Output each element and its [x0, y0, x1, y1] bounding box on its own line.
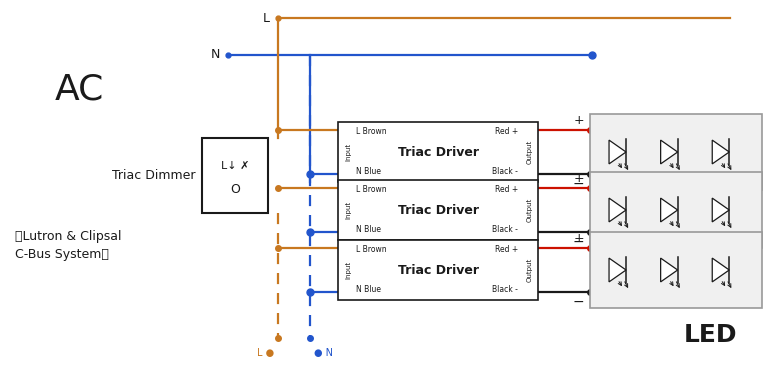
Text: Output: Output	[527, 258, 533, 282]
Text: −: −	[573, 295, 584, 309]
Text: Red +: Red +	[495, 185, 518, 195]
Bar	[338, 180, 538, 240]
Polygon shape	[609, 140, 626, 164]
Text: Black -: Black -	[492, 167, 518, 177]
Text: +: +	[573, 232, 584, 245]
Polygon shape	[712, 258, 729, 282]
Text: Output: Output	[527, 198, 533, 222]
Bar	[202, 138, 268, 213]
Text: Triac Driver: Triac Driver	[398, 203, 478, 217]
Text: Red +: Red +	[495, 127, 518, 137]
Polygon shape	[661, 140, 678, 164]
Text: （Lutron & Clipsal
C-Bus System）: （Lutron & Clipsal C-Bus System）	[15, 230, 122, 261]
Polygon shape	[661, 258, 678, 282]
Text: N Blue: N Blue	[356, 286, 381, 294]
Text: L ●: L ●	[257, 348, 274, 358]
Text: Triac Driver: Triac Driver	[398, 264, 478, 276]
Bar	[590, 232, 762, 308]
Text: ● N: ● N	[314, 348, 333, 358]
Text: L Brown: L Brown	[356, 185, 387, 195]
Text: +: +	[573, 172, 584, 185]
Text: Triac Dimmer: Triac Dimmer	[112, 169, 196, 182]
Text: −: −	[573, 177, 584, 191]
Text: L: L	[263, 11, 270, 25]
Text: Input: Input	[345, 143, 351, 161]
Text: L Brown: L Brown	[356, 246, 387, 254]
Bar	[590, 172, 762, 248]
Polygon shape	[712, 198, 729, 222]
Text: Triac Driver: Triac Driver	[398, 145, 478, 159]
Text: Black -: Black -	[492, 225, 518, 235]
Text: Red +: Red +	[495, 246, 518, 254]
Polygon shape	[712, 140, 729, 164]
Text: L↓ ✗: L↓ ✗	[221, 160, 250, 171]
Bar	[338, 122, 538, 182]
Text: Input: Input	[345, 261, 351, 279]
Text: Input: Input	[345, 201, 351, 219]
Text: L Brown: L Brown	[356, 127, 387, 137]
Text: Output: Output	[527, 140, 533, 164]
Text: N: N	[211, 48, 220, 62]
Text: Black -: Black -	[492, 286, 518, 294]
Text: AC: AC	[55, 72, 105, 106]
Polygon shape	[661, 198, 678, 222]
Polygon shape	[609, 198, 626, 222]
Bar	[338, 240, 538, 300]
Polygon shape	[609, 258, 626, 282]
Text: N Blue: N Blue	[356, 167, 381, 177]
Text: −: −	[573, 235, 584, 249]
Text: O: O	[230, 183, 240, 196]
Text: N Blue: N Blue	[356, 225, 381, 235]
Text: +: +	[573, 114, 584, 127]
Text: LED: LED	[683, 323, 737, 347]
Bar	[590, 114, 762, 190]
